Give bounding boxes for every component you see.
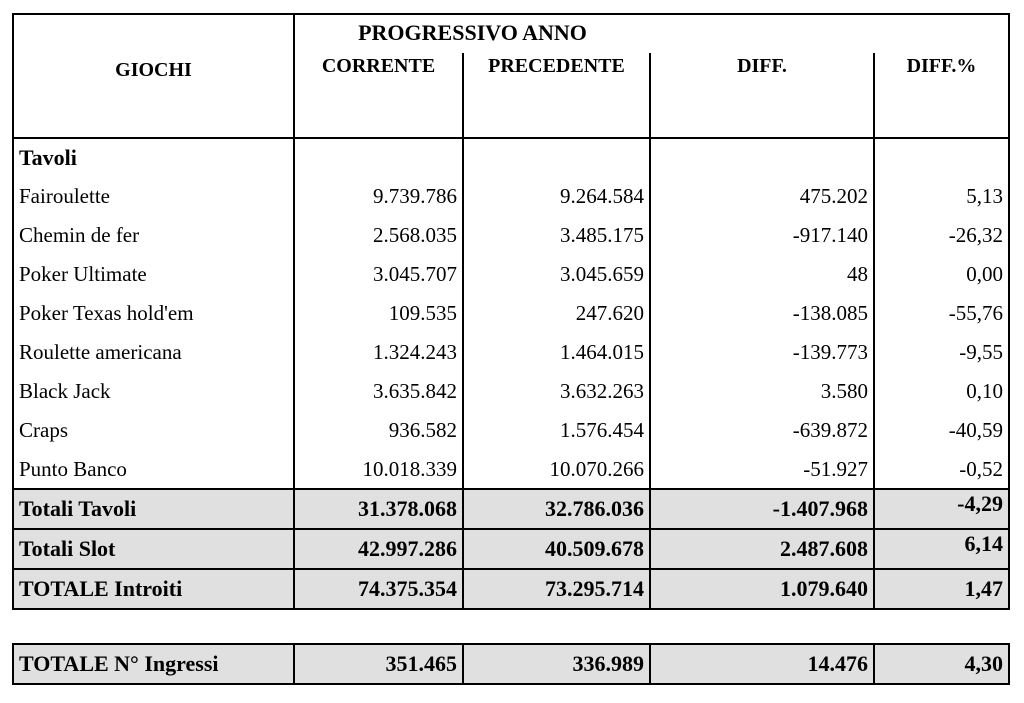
cell-precedente: 3.485.175	[463, 216, 651, 255]
header-group-title: PROGRESSIVO ANNO	[358, 20, 587, 45]
cell-diff-pct: 1,47	[874, 568, 1009, 610]
table-row: Poker Ultimate 3.045.707 3.045.659 48 0,…	[13, 255, 1009, 294]
table-row: Black Jack 3.635.842 3.632.263 3.580 0,1…	[13, 372, 1009, 411]
table-row: Chemin de fer 2.568.035 3.485.175 -917.1…	[13, 216, 1009, 255]
cell-corrente: 9.739.786	[294, 177, 464, 216]
section-label: Tavoli	[13, 138, 295, 177]
cell-precedente: 40.509.678	[463, 528, 651, 570]
cell-diff: -1.407.968	[650, 488, 875, 530]
cell-precedente: 73.295.714	[463, 568, 651, 610]
cell-game-name: Black Jack	[13, 372, 295, 411]
header-giochi: GIOCHI	[13, 14, 295, 139]
cell-diff: -139.773	[650, 333, 875, 372]
cell-diff: -917.140	[650, 216, 875, 255]
cell-diff: 48	[650, 255, 875, 294]
cell-corrente: 10.018.339	[294, 450, 464, 489]
cell-precedente: 9.264.584	[463, 177, 651, 216]
total-label: TOTALE N° Ingressi	[13, 644, 295, 684]
header-columns-row: CORRENTE PRECEDENTE DIFF. DIFF.%	[13, 53, 1009, 139]
cell-corrente: 936.582	[294, 411, 464, 450]
cell-game-name: Roulette americana	[13, 333, 295, 372]
table-row: Roulette americana 1.324.243 1.464.015 -…	[13, 333, 1009, 372]
cell-corrente: 1.324.243	[294, 333, 464, 372]
cell-diff-pct: -26,32	[948, 223, 1003, 247]
cell-diff-pct: -4,29	[874, 488, 1009, 530]
table-row: Poker Texas hold'em 109.535 247.620 -138…	[13, 294, 1009, 333]
cell-precedente: 3.632.263	[463, 372, 651, 411]
cell-precedente: 247.620	[463, 294, 651, 333]
cell-diff-pct: -40,59	[948, 418, 1003, 442]
cell-diff: 3.580	[650, 372, 875, 411]
cell-corrente	[294, 138, 464, 177]
total-label: TOTALE Introiti	[13, 568, 295, 610]
section-row-tavoli: Tavoli	[13, 138, 1009, 177]
cell-diff: 475.202	[650, 177, 875, 216]
totale-ingressi-table: TOTALE N° Ingressi 351.465 336.989 14.47…	[12, 643, 1010, 685]
total-row-slot: Totali Slot 42.997.286 40.509.678 2.487.…	[13, 528, 1009, 570]
table-row: Craps 936.582 1.576.454 -639.872 -40,59	[13, 411, 1009, 450]
total-row-tavoli: Totali Tavoli 31.378.068 32.786.036 -1.4…	[13, 488, 1009, 530]
cell-diff: 14.476	[650, 644, 875, 684]
header-diff: DIFF.	[650, 53, 875, 139]
header-corrente: CORRENTE	[294, 53, 464, 139]
cell-diff-pct	[874, 138, 1009, 177]
cell-diff-pct: 0,00	[966, 262, 1003, 286]
progressivo-anno-table: GIOCHI PROGRESSIVO ANNO CORRENTE PRECEDE…	[12, 13, 1010, 610]
cell-diff: -639.872	[650, 411, 875, 450]
cell-precedente: 1.464.015	[463, 333, 651, 372]
cell-precedente: 10.070.266	[463, 450, 651, 489]
cell-precedente: 336.989	[463, 644, 651, 684]
cell-corrente: 3.635.842	[294, 372, 464, 411]
total-row-ingressi: TOTALE N° Ingressi 351.465 336.989 14.47…	[13, 644, 1009, 684]
table-row: Punto Banco 10.018.339 10.070.266 -51.92…	[13, 450, 1009, 489]
cell-game-name: Punto Banco	[13, 450, 295, 489]
cell-corrente: 42.997.286	[294, 528, 464, 570]
cell-diff-pct: -0,52	[959, 456, 1003, 481]
cell-corrente: 31.378.068	[294, 488, 464, 530]
cell-game-name: Chemin de fer	[13, 216, 295, 255]
cell-precedente: 1.576.454	[463, 411, 651, 450]
cell-game-name: Poker Ultimate	[13, 255, 295, 294]
table-row: Fairoulette 9.739.786 9.264.584 475.202 …	[13, 177, 1009, 216]
cell-diff-pct: 6,14	[874, 528, 1009, 570]
total-label: Totali Slot	[13, 528, 295, 570]
cell-game-name: Craps	[13, 411, 295, 450]
cell-game-name: Fairoulette	[13, 177, 295, 216]
cell-diff-pct: -55,76	[948, 301, 1003, 325]
cell-corrente: 3.045.707	[294, 255, 464, 294]
cell-diff: 1.079.640	[650, 568, 875, 610]
cell-precedente: 3.045.659	[463, 255, 651, 294]
cell-diff: -138.085	[650, 294, 875, 333]
header-precedente: PRECEDENTE	[463, 53, 651, 139]
header-group-spacer	[650, 14, 1009, 53]
cell-diff-pct: -9,55	[959, 340, 1003, 364]
cell-game-name: Poker Texas hold'em	[13, 294, 295, 333]
cell-precedente: 32.786.036	[463, 488, 651, 530]
header-banner-row: GIOCHI PROGRESSIVO ANNO	[13, 14, 1009, 139]
cell-diff-pct: 0,10	[966, 379, 1003, 403]
cell-precedente	[463, 138, 651, 177]
cell-corrente: 109.535	[294, 294, 464, 333]
cell-corrente: 74.375.354	[294, 568, 464, 610]
cell-diff-pct: 4,30	[874, 644, 1009, 684]
header-diff-pct: DIFF.%	[874, 53, 1009, 139]
cell-diff-pct: 5,13	[966, 184, 1003, 208]
cell-diff: 2.487.608	[650, 528, 875, 570]
total-row-introiti: TOTALE Introiti 74.375.354 73.295.714 1.…	[13, 568, 1009, 610]
cell-diff	[650, 138, 875, 177]
cell-corrente: 2.568.035	[294, 216, 464, 255]
cell-diff: -51.927	[650, 450, 875, 489]
cell-corrente: 351.465	[294, 644, 464, 684]
total-label: Totali Tavoli	[13, 488, 295, 530]
